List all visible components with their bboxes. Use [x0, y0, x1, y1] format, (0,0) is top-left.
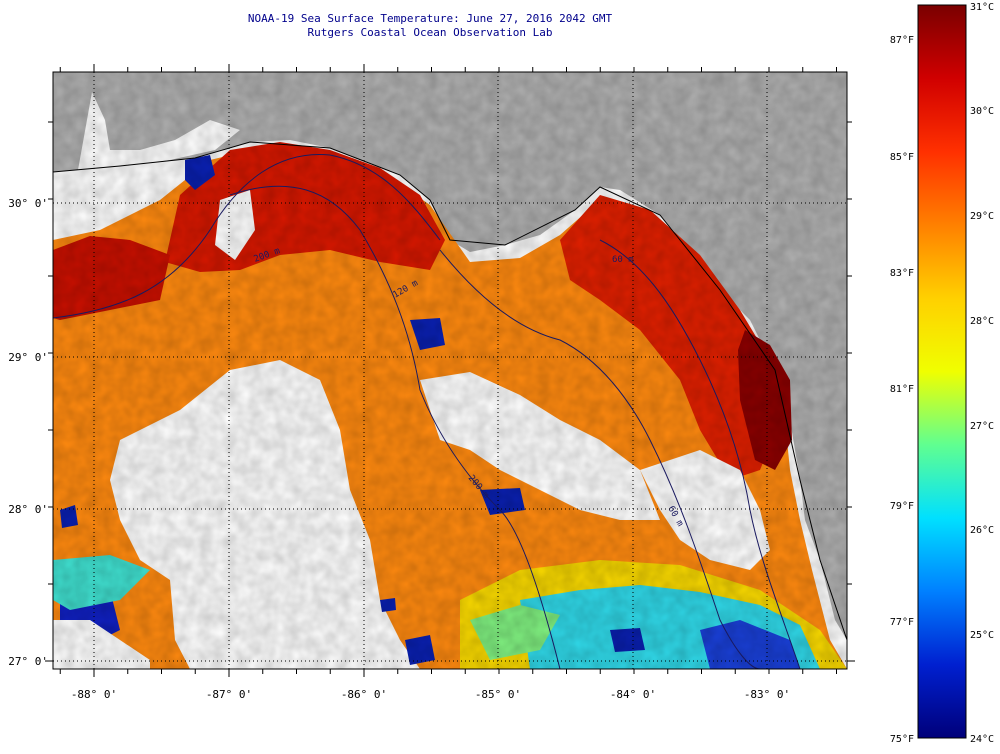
graticule: [53, 72, 847, 669]
lat-label: 29° 0': [8, 351, 48, 364]
map-frame: [52, 71, 848, 670]
colorbar-fahrenheit-label: 77°F: [890, 617, 914, 628]
colorbar-celsius-label: 26°C: [970, 525, 994, 536]
colorbar-gradient: [917, 4, 967, 739]
sst-texture: [53, 72, 847, 669]
colorbar-celsius-label: 24°C: [970, 734, 994, 745]
lon-label: -85° 0': [475, 688, 521, 701]
colorbar-celsius-label: 29°C: [970, 211, 994, 222]
contour-120m: [229, 185, 561, 669]
map-panel: 200 m 120 m 60 m 200 m 60 m: [53, 72, 847, 669]
lon-label: -83° 0': [744, 688, 790, 701]
colorbar-fahrenheit-label: 75°F: [890, 734, 914, 745]
colorbar-fahrenheit-label: 81°F: [890, 384, 914, 395]
lat-label: 27° 0': [8, 655, 48, 668]
colorbar-fahrenheit-label: 83°F: [890, 268, 914, 279]
contour-label: 60 m: [612, 255, 634, 265]
axis-ticks: [45, 64, 855, 677]
contour-200m-north: [53, 153, 441, 319]
colorbar-celsius-label: 31°C: [970, 2, 994, 13]
figure-subtitle: Rutgers Coastal Ocean Observation Lab: [307, 26, 552, 39]
lat-label: 30° 0': [8, 197, 48, 210]
colorbar-fahrenheit-label: 79°F: [890, 501, 914, 512]
colorbar-celsius-label: 25°C: [970, 630, 994, 641]
coastline: [53, 141, 847, 641]
lon-label: -84° 0': [610, 688, 656, 701]
colorbar-celsius-label: 28°C: [970, 316, 994, 327]
sst-field: [53, 72, 847, 669]
lon-label: -87° 0': [206, 688, 252, 701]
lon-label: -86° 0': [341, 688, 387, 701]
contour-60m: [439, 249, 761, 669]
colorbar-fahrenheit-label: 87°F: [890, 35, 914, 46]
lon-label: -88° 0': [71, 688, 117, 701]
contour-60m-east: [599, 239, 801, 669]
colorbar-fahrenheit-label: 85°F: [890, 152, 914, 163]
colorbar: 31°C 30°C 29°C 28°C 27°C 26°C 25°C 24°C …: [890, 2, 994, 745]
colorbar-celsius-label: 27°C: [970, 421, 994, 432]
figure-title: NOAA-19 Sea Surface Temperature: June 27…: [248, 12, 613, 25]
lat-label: 28° 0': [8, 503, 48, 516]
colorbar-celsius-label: 30°C: [970, 106, 994, 117]
